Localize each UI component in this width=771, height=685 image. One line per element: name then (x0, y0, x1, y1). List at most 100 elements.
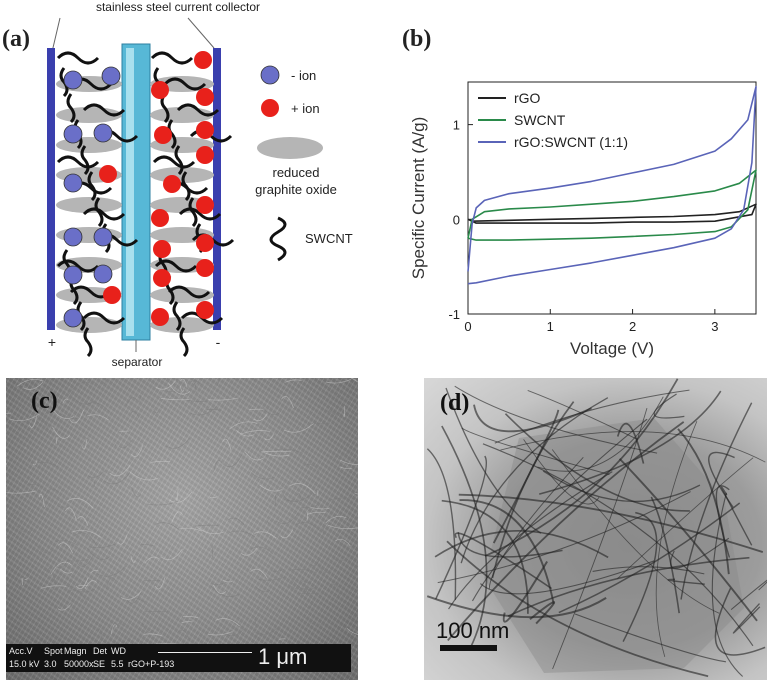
positive-ion (99, 165, 117, 183)
sem-fiber (209, 496, 218, 499)
panel-a-label: (a) (2, 26, 30, 52)
sem-fiber (193, 382, 197, 393)
sem-fiber (233, 378, 237, 381)
cv-curve-rgo-swcnt-1-1- (467, 85, 757, 285)
sem-info-bar: Acc.V Spot Magn Det WD 15.0 kV 3.0 50000… (6, 644, 351, 672)
tem-nanotube (711, 492, 744, 677)
sem-fiber (195, 524, 219, 527)
swcnt-strand (188, 197, 198, 228)
sem-fiber (62, 398, 69, 404)
sem-fiber (79, 588, 95, 593)
sem-fiber (299, 592, 326, 595)
sem-fiber (241, 547, 258, 556)
tem-fiber-texture (426, 378, 767, 678)
sem-fiber (215, 618, 240, 627)
sem-fiber (253, 413, 268, 422)
tem-nanotube (441, 499, 529, 614)
sem-fiber (285, 379, 302, 383)
sem-fiber (335, 538, 351, 547)
sem-fiber (343, 406, 346, 418)
sem-fiber (87, 470, 105, 478)
tem-nanotube (491, 401, 575, 579)
sem-fiber (289, 569, 317, 574)
sem-fiber (57, 604, 71, 611)
sem-fiber (229, 421, 258, 430)
sem-fiber (67, 498, 94, 509)
tem-nanotube (653, 393, 685, 419)
tem-nanotube (437, 491, 691, 584)
sem-fiber (207, 631, 233, 636)
sem-fiber (139, 395, 142, 403)
sem-spot-header: Spot (44, 646, 63, 656)
sem-fiber (69, 409, 84, 424)
sem-fiber (254, 626, 280, 635)
sem-fiber (33, 540, 55, 554)
sem-fiber (144, 556, 159, 564)
sem-fiber (109, 464, 131, 477)
sem-fiber (76, 553, 94, 567)
sem-sample-value: rGO+P-193 (128, 659, 175, 669)
sem-fiber (151, 460, 171, 463)
tem-nanotube (715, 485, 731, 558)
sem-fiber (259, 484, 283, 492)
sem-fiber (67, 391, 95, 405)
sem-fiber (75, 577, 89, 589)
sem-fiber (160, 398, 190, 401)
positive-ion (196, 146, 214, 164)
sem-fiber (175, 488, 179, 501)
tem-nanotube (650, 496, 680, 614)
sem-fiber (65, 507, 77, 521)
sem-fiber (278, 638, 286, 640)
legend-negative-ion: - ion (291, 68, 316, 83)
separator-label: separator (112, 355, 163, 369)
positive-ion-legend-icon (261, 99, 279, 117)
sem-fiber (270, 568, 285, 572)
positive-ion (153, 240, 171, 258)
legend-entry: rGO (514, 90, 541, 106)
sem-fiber (340, 379, 347, 382)
swcnt-strand (82, 207, 126, 221)
cv-curve-rgo (467, 203, 757, 224)
sem-scale-label: 1 μm (258, 644, 308, 669)
sem-fiber (345, 586, 358, 594)
sem-fiber (295, 522, 321, 532)
sem-fiber (34, 461, 58, 468)
sem-fiber (289, 483, 316, 495)
swcnt-strand (152, 155, 196, 169)
legend-entry: SWCNT (514, 112, 566, 128)
sem-fiber (284, 492, 314, 502)
sem-image: (c) Acc.V Spot Magn Det WD 15.0 kV 3.0 5… (6, 378, 358, 680)
sem-fiber (297, 493, 302, 500)
positive-ion (196, 196, 214, 214)
sem-scale-bar-line (158, 652, 252, 653)
swcnt-strand (82, 103, 126, 117)
sem-det-header: Det (93, 646, 108, 656)
swcnt-strand (167, 285, 211, 299)
sem-fiber (108, 623, 125, 635)
tem-nanotube (441, 425, 488, 649)
sem-fiber (57, 542, 74, 554)
sem-fiber (305, 600, 314, 609)
negative-ion (93, 264, 113, 284)
sem-fiber (117, 534, 128, 545)
sem-fiber (165, 438, 190, 449)
swcnt-strand (150, 51, 194, 65)
sem-magn-header: Magn (64, 646, 87, 656)
sem-fiber (283, 422, 314, 433)
panel-c-label: (c) (31, 388, 58, 414)
tem-nanotube (454, 385, 658, 454)
negative-ion (101, 66, 121, 86)
positive-terminal-sign: + (48, 334, 56, 350)
sem-fiber (155, 522, 179, 530)
tem-nanotube (617, 457, 754, 580)
positive-ion (196, 234, 214, 252)
swcnt-strand (56, 51, 100, 65)
sem-fiber (131, 486, 142, 498)
sem-magn-value: 50000x (64, 659, 94, 669)
sem-fiber (250, 568, 268, 579)
sem-fiber (299, 579, 312, 583)
graphite-oxide-legend-icon (257, 137, 323, 159)
sem-fiber (93, 481, 96, 487)
negative-ion (63, 124, 83, 144)
sem-fiber (49, 378, 53, 383)
